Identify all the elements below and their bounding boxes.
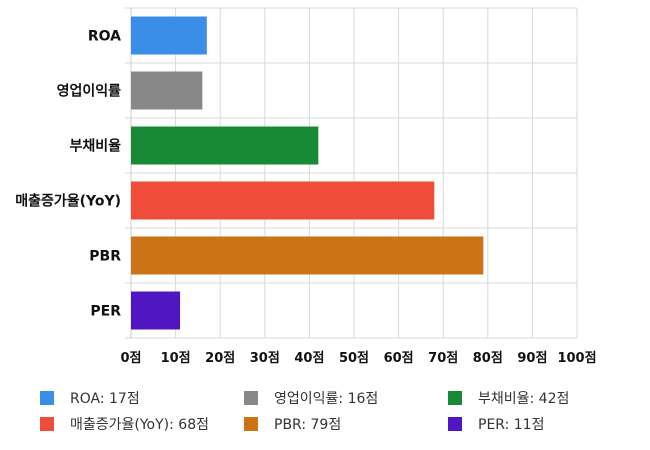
bar [131, 181, 435, 220]
x-tick-labels: 0점 10점 20점 30점 40점 50점 60점 70점 80점 90점 100점 [120, 351, 596, 366]
legend-item: ROA: 17점 [40, 388, 244, 408]
legend-swatch [448, 391, 462, 405]
legend-swatch [40, 417, 54, 431]
legend-label: PBR: 79점 [274, 417, 342, 433]
legend-label: 부채비율: 42점 [478, 391, 570, 407]
x-tick-label: 100점 [557, 351, 596, 366]
category-label: 매출증가율(YoY) [15, 193, 121, 210]
x-tick-label: 90점 [517, 351, 547, 366]
x-tick-label: 60점 [384, 351, 414, 366]
legend-label: ROA: 17점 [70, 391, 140, 407]
x-tick-label: 70점 [428, 351, 458, 366]
x-tick-label: 30점 [250, 351, 280, 366]
legend-item: 영업이익률: 16점 [244, 388, 448, 408]
legend-item: PBR: 79점 [244, 414, 448, 434]
x-tick-label: 20점 [205, 351, 235, 366]
legend-swatch [244, 391, 258, 405]
legend-item: PER: 11점 [448, 414, 628, 434]
legend-item: 매출증가율(YoY): 68점 [40, 414, 244, 434]
category-label: PBR [89, 249, 121, 265]
legend-label: PER: 11점 [478, 417, 545, 433]
x-tick-label: 0점 [120, 351, 141, 366]
legend-swatch [244, 417, 258, 431]
bar [131, 126, 319, 165]
legend-swatch [448, 417, 462, 431]
x-tick-label: 80점 [473, 351, 503, 366]
bar [131, 71, 203, 110]
bar [131, 16, 207, 55]
x-tick-label: 50점 [339, 351, 369, 366]
bars [131, 16, 484, 330]
legend-item: 부채비율: 42점 [448, 388, 628, 408]
grid-lines [125, 7, 578, 339]
bar [131, 291, 181, 330]
x-tick-label: 10점 [161, 351, 191, 366]
x-tick-label: 40점 [294, 351, 324, 366]
legend-swatch [40, 391, 54, 405]
category-label: 영업이익률 [57, 83, 122, 100]
category-label: 부채비율 [69, 138, 121, 155]
category-label: PER [90, 304, 121, 320]
bar [131, 236, 484, 275]
legend-label: 영업이익률: 16점 [274, 391, 379, 407]
legend-label: 매출증가율(YoY): 68점 [70, 417, 209, 433]
category-label: ROA [88, 29, 121, 45]
